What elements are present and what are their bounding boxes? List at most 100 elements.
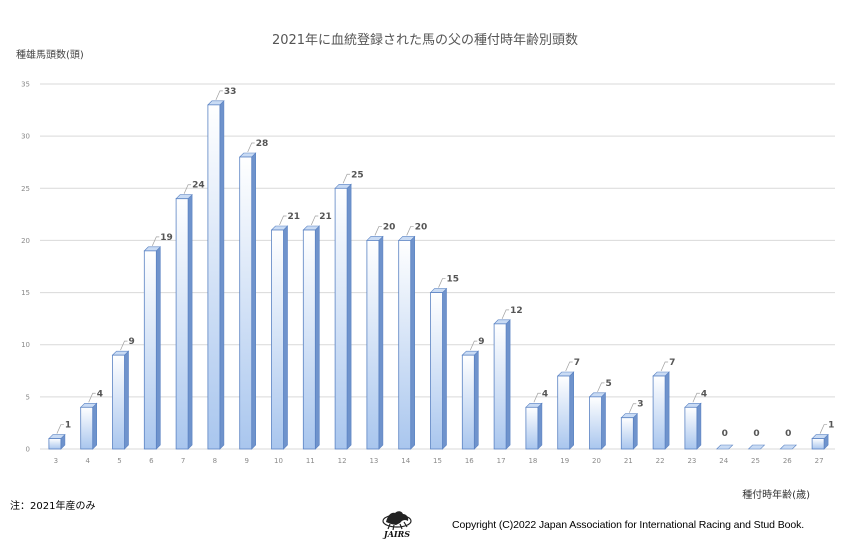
data-label: 15	[447, 275, 460, 285]
data-label: 20	[415, 222, 428, 232]
data-labels: 1 4 9 19 24 33 28 21 21 25 20 20 15 9 12 4 7 5 3 7 4 0 0 0 1	[56, 87, 834, 439]
x-tick-label: 6	[149, 457, 154, 465]
bar-20	[588, 392, 607, 450]
y-tick-label: 10	[21, 341, 30, 349]
data-label: 1	[828, 421, 834, 431]
data-label-leader	[310, 215, 319, 226]
bar-17	[493, 319, 511, 450]
data-label-leader	[660, 361, 669, 372]
bar-6	[143, 246, 162, 450]
data-label: 1	[65, 421, 71, 431]
footnote: 注：2021年産のみ	[10, 501, 96, 512]
x-tick-label: 16	[465, 457, 474, 465]
data-label: 28	[256, 139, 269, 149]
x-tick-label: 15	[433, 457, 442, 465]
data-label: 12	[510, 306, 523, 316]
data-label-leader	[692, 392, 700, 403]
y-tick-label: 35	[21, 81, 30, 89]
data-label-leader	[183, 184, 192, 194]
data-label-leader	[438, 278, 446, 288]
data-label: 5	[606, 379, 612, 389]
x-tick-label: 26	[783, 457, 792, 465]
svg-text:JAIRS: JAIRS	[382, 529, 410, 539]
x-tick-label: 13	[369, 457, 378, 465]
y-tick-label: 5	[26, 393, 30, 401]
bar-18	[525, 402, 543, 450]
data-label: 0	[722, 429, 728, 439]
data-label-leader	[374, 226, 382, 236]
data-label: 3	[637, 400, 643, 410]
x-tick-label: 24	[719, 457, 728, 465]
x-tick-label: 11	[306, 457, 315, 465]
data-label-leader	[120, 340, 128, 351]
x-tick-label: 8	[213, 457, 217, 465]
jairs-logo-icon: JAIRS	[382, 511, 412, 539]
data-label: 21	[319, 212, 332, 222]
data-label: 4	[701, 389, 707, 399]
x-axis-label: 種付時年齢(歳)	[742, 490, 810, 501]
bar-5	[111, 350, 130, 450]
x-tick-label: 12	[338, 457, 347, 465]
data-label-leader	[533, 392, 541, 403]
data-label-leader	[406, 226, 414, 236]
bar-11	[302, 225, 321, 450]
data-label-leader	[565, 361, 573, 372]
data-label-leader	[247, 142, 255, 153]
bar-24	[715, 444, 734, 450]
data-label: 4	[97, 389, 103, 399]
data-label: 4	[542, 389, 548, 399]
copyright-text: Copyright (C)2022 Japan Association for …	[452, 519, 805, 531]
data-label: 21	[288, 212, 301, 222]
data-label: 7	[669, 358, 675, 368]
bar-14	[397, 235, 416, 450]
bar-3	[48, 433, 66, 450]
bar-25	[747, 444, 766, 450]
bar-15	[429, 287, 448, 450]
data-label-leader	[279, 215, 287, 226]
x-tick-label: 17	[497, 457, 506, 465]
bar-22	[652, 371, 670, 450]
data-label-leader	[819, 424, 828, 434]
bar-12	[334, 183, 352, 450]
y-tick-label: 25	[21, 185, 30, 193]
data-label-leader	[215, 90, 223, 100]
data-label: 9	[478, 337, 484, 347]
y-tick-label: 15	[21, 289, 30, 297]
x-tick-label: 3	[54, 457, 58, 465]
bar-23	[684, 402, 702, 450]
x-tick-label: 23	[687, 457, 696, 465]
x-tick-label: 9	[244, 457, 248, 465]
bars	[48, 100, 829, 450]
bar-21	[620, 412, 639, 450]
data-label: 33	[224, 87, 237, 97]
y-axis-label: 種雄馬頭数(頭)	[16, 50, 84, 61]
data-label-leader	[597, 382, 605, 392]
y-tick-label: 30	[21, 133, 30, 141]
data-label-leader	[88, 392, 96, 403]
data-label: 19	[160, 233, 173, 243]
bar-8	[207, 100, 225, 450]
x-tick-label: 4	[85, 457, 90, 465]
x-tick-label: 25	[751, 457, 760, 465]
x-tick-label: 14	[401, 457, 410, 465]
data-label: 24	[192, 181, 205, 191]
x-tick-label: 18	[528, 457, 537, 465]
bar-9	[238, 152, 257, 450]
x-tick-label: 20	[592, 457, 601, 465]
bar-16	[461, 350, 480, 450]
x-tick-label: 5	[117, 457, 121, 465]
data-label: 20	[383, 222, 396, 232]
data-label: 9	[129, 337, 135, 347]
chart-title: 2021年に血統登録された馬の父の種付時年齢別頭数	[271, 33, 579, 48]
y-tick-labels: 0 5 10 15 20 25 30 35	[21, 81, 30, 454]
bar-19	[556, 371, 575, 450]
y-tick-label: 0	[26, 446, 30, 454]
x-tick-label: 7	[181, 457, 185, 465]
bar-27	[811, 433, 829, 450]
y-tick-label: 20	[21, 237, 30, 245]
data-label-leader	[56, 424, 64, 434]
bar-4	[79, 402, 98, 450]
data-label-leader	[151, 236, 160, 246]
x-tick-labels: 3 4 5 6 7 8 9 10 11 12 13 14 15 16 17 18 19 20 21 22 23 24 25 2…	[54, 457, 824, 465]
